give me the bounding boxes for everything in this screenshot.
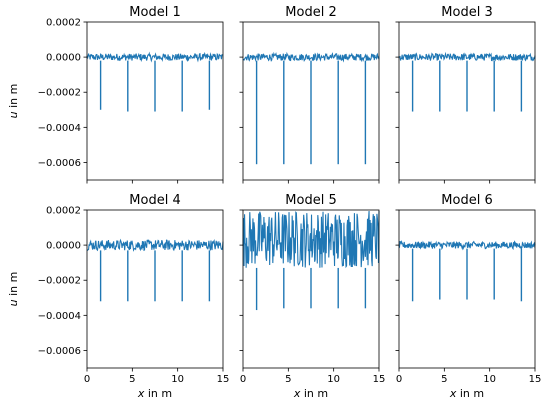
panel-model-6: Model 6 0 5 10 15 x in m: [395, 193, 542, 400]
axes-frame: [242, 21, 380, 181]
x-tick-label: 0: [396, 374, 402, 385]
series-line: [86, 51, 224, 63]
y-tick-label: 0.0002: [46, 18, 81, 29]
x-tick-label: 0: [84, 374, 90, 385]
y-axis-label: u in m: [7, 84, 20, 119]
y-tick-label: −0.0002: [38, 276, 81, 287]
series-line: [398, 239, 536, 251]
x-axis-label-unit: in m: [144, 387, 172, 400]
panel-model-4: Model 4 0.0002 0.0000 −0.0002 −0.0004 −0.0006…: [7, 193, 229, 400]
x-axis-label: x in m: [293, 387, 328, 400]
y-tick-label: 0.0002: [46, 206, 81, 217]
x-axis-label-var: x: [137, 387, 145, 400]
y-tick-label: −0.0004: [38, 311, 81, 322]
y-tick-label: −0.0006: [38, 158, 81, 169]
x-tick-label: 15: [373, 374, 386, 385]
series-line: [242, 210, 380, 269]
panel-title: Model 4: [129, 193, 180, 208]
panel-model-3: Model 3: [395, 5, 536, 184]
y-tick-label: 0.0000: [46, 241, 81, 252]
y-axis-label-unit: in m: [7, 272, 20, 300]
series-line: [398, 51, 536, 62]
panel-title: Model 1: [129, 5, 180, 20]
x-tick-label: 5: [285, 374, 291, 385]
x-tick-label: 10: [327, 374, 340, 385]
axes-frame: [86, 21, 224, 181]
y-tick-label: −0.0006: [38, 346, 81, 357]
y-tick-label: −0.0004: [38, 123, 81, 134]
y-axis-label-var: u: [7, 299, 20, 306]
axes-frame: [242, 209, 380, 369]
panel-model-2: Model 2: [239, 5, 380, 184]
axes-frame: [86, 209, 224, 369]
x-tick-label: 15: [529, 374, 542, 385]
y-axis-label: u in m: [7, 272, 20, 307]
panel-title: Model 2: [285, 5, 336, 20]
y-axis-label-var: u: [7, 111, 20, 118]
series-line: [86, 238, 224, 252]
axes-frame: [398, 209, 536, 369]
y-axis-label-unit: in m: [7, 84, 20, 112]
y-tick-label: 0.0000: [46, 53, 81, 64]
x-axis-label: x in m: [449, 387, 484, 400]
x-tick-label: 0: [240, 374, 246, 385]
x-axis-label: x in m: [137, 387, 172, 400]
axes-frame: [398, 21, 536, 181]
x-tick-label: 10: [483, 374, 496, 385]
x-axis-label-var: x: [449, 387, 457, 400]
x-tick-label: 15: [217, 374, 230, 385]
panel-model-5: Model 5 0 5 10 15 x in m: [239, 193, 386, 400]
x-axis-label-var: x: [293, 387, 301, 400]
x-tick-label: 5: [129, 374, 135, 385]
x-tick-label: 5: [441, 374, 447, 385]
panel-title: Model 3: [441, 5, 492, 20]
x-axis-label-unit: in m: [300, 387, 328, 400]
y-tick-label: −0.0002: [38, 88, 81, 99]
panel-title: Model 6: [441, 193, 492, 208]
series-line: [242, 51, 380, 63]
x-tick-label: 10: [171, 374, 184, 385]
x-axis-label-unit: in m: [456, 387, 484, 400]
panel-model-1: Model 1 0.0002 0.0000 −0.0002 −0.0004 −0.0006…: [7, 5, 224, 184]
panel-title: Model 5: [285, 193, 336, 208]
